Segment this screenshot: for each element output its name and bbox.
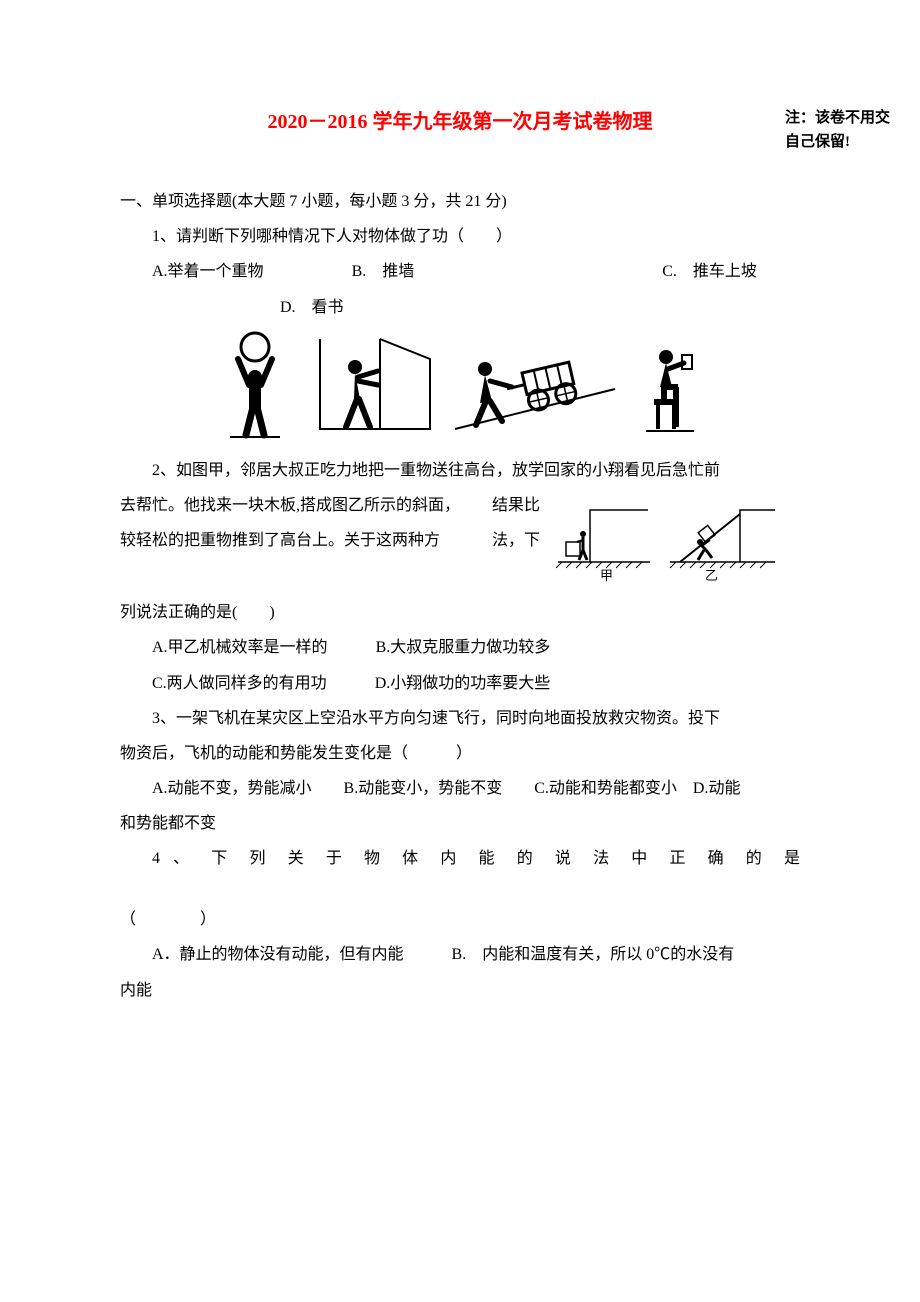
q2-label-jia: 甲 (600, 568, 613, 582)
q1-fig-c-icon (450, 329, 620, 439)
q3-line1: 3、一架飞机在某灾区上空沿水平方向匀速飞行，同时向地面投放救灾物资。投下 (120, 701, 800, 736)
q1-fig-a-icon (210, 329, 300, 439)
q2-figure: 甲 乙 (550, 492, 780, 595)
q4-opts2: 内能 (120, 973, 800, 1008)
note-line-2: 自己保留! (785, 134, 850, 150)
q2-optB: B.大叔克服重力做功较多 (376, 639, 551, 656)
q1-fig-d-icon (630, 329, 710, 439)
q2-optA: A.甲乙机械效率是一样的 (152, 639, 328, 656)
exam-title: 2020－2016 学年九年级第一次月考试卷物理 (120, 100, 800, 144)
q4-opts: A．静止的物体没有动能，但有内能 B. 内能和温度有关，所以 0℃的水没有 (120, 937, 800, 972)
q2-label-yi: 乙 (705, 568, 718, 582)
q2-optD: D.小翔做功的功率要大些 (375, 675, 551, 692)
q1-fig-b-icon (310, 329, 440, 439)
q1-opts-row1: A.举着一个重物 B. 推墙 C. 推车上坡 (120, 254, 800, 289)
section-1-heading: 一、单项选择题(本大题 7 小题，每小题 3 分，共 21 分) (120, 184, 800, 219)
q2-optC: C.两人做同样多的有用功 (152, 675, 327, 692)
q2-opts-row1: A.甲乙机械效率是一样的 B.大叔克服重力做功较多 (120, 630, 800, 665)
q2-line3b: 法，下 (492, 532, 540, 549)
note-line-1: 注：该卷不用交 (785, 110, 890, 126)
q3-opts2: 和势能都不变 (120, 806, 800, 841)
q2-diagram-icon: 甲 乙 (550, 492, 780, 582)
q2-block: 2、如图甲，邻居大叔正吃力地把一重物送往高台，放学回家的小翔看见后急忙前 (120, 453, 800, 701)
q2-line3a: 较轻松的把重物推到了高台上。关于这两种方 (120, 532, 440, 549)
header-note: 注：该卷不用交 自己保留! (785, 106, 890, 154)
q4-paren: （ ） (120, 902, 800, 937)
header-row: 2020－2016 学年九年级第一次月考试卷物理 注：该卷不用交 自己保留! (120, 100, 800, 144)
q1-figure-row (120, 329, 800, 439)
q3-line2: 物资后，飞机的动能和势能发生变化是（ ） (120, 736, 800, 771)
q2-line2a: 去帮忙。他找来一块木板,搭成图乙所示的斜面， (120, 497, 460, 514)
q4-line1: 4 、 下 列 关 于 物 体 内 能 的 说 法 中 正 确 的 是 (120, 841, 800, 876)
q2-line1: 2、如图甲，邻居大叔正吃力地把一重物送往高台，放学回家的小翔看见后急忙前 (120, 453, 800, 488)
q1-optB: B. 推墙 (352, 263, 415, 280)
q2-line2b: 结果比 (492, 497, 540, 514)
q1-optC: C. 推车上坡 (662, 263, 757, 280)
q4-gap (120, 877, 800, 903)
q2-opts-row2: C.两人做同样多的有用功 D.小翔做功的功率要大些 (120, 666, 800, 701)
q3-opts: A.动能不变，势能减小 B.动能变小，势能不变 C.动能和势能都变小 D.动能 (120, 771, 800, 806)
q1-stem: 1、请判断下列哪种情况下人对物体做了功（ ） (120, 219, 800, 254)
q1-optD: D. 看书 (120, 290, 800, 325)
q1-optA: A.举着一个重物 (152, 263, 264, 280)
q2-line4: 列说法正确的是( ) (120, 595, 800, 630)
